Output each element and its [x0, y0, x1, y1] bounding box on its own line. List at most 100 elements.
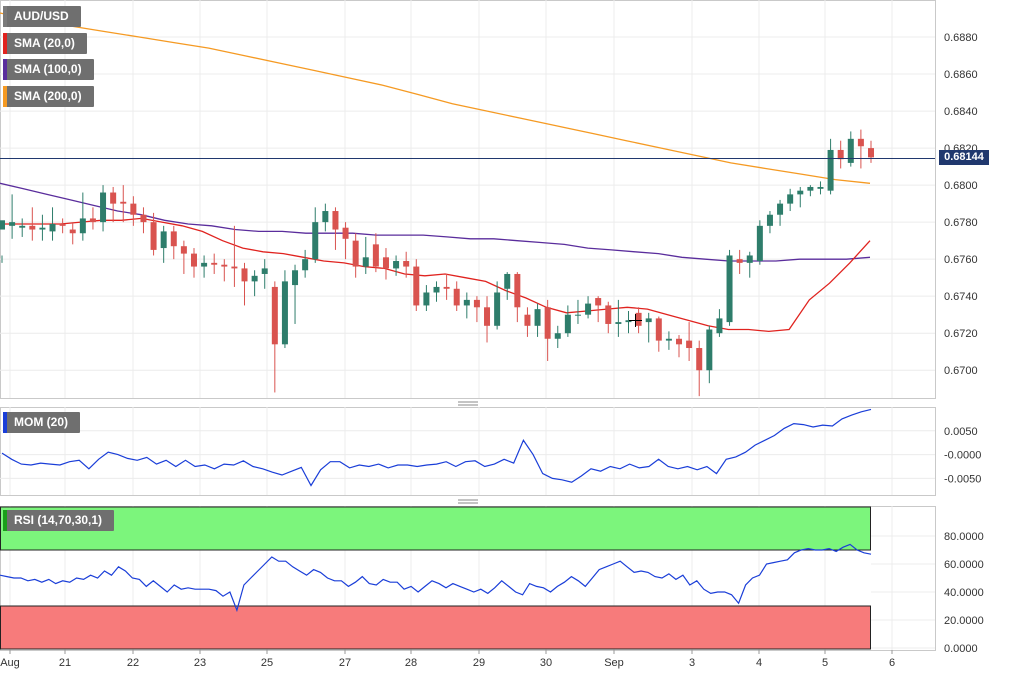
- legend-rsi[interactable]: RSI (14,70,30,1): [3, 510, 115, 531]
- candle-bullish: [9, 222, 16, 226]
- candle-bearish: [110, 192, 117, 204]
- candle-bullish: [504, 273, 511, 289]
- candle-bearish: [352, 240, 359, 267]
- candle-bearish: [140, 214, 147, 223]
- x-tick-label: 6: [889, 657, 895, 669]
- candle-bearish: [120, 201, 127, 204]
- candle-bearish: [190, 253, 197, 267]
- panel-frame: [0, 407, 936, 496]
- candle-bullish: [19, 225, 26, 228]
- price-tick-label: 0.6780: [944, 217, 978, 229]
- legend-momentum[interactable]: MOM (20): [3, 412, 80, 433]
- candle-bearish: [180, 246, 187, 254]
- candle-bullish: [585, 303, 592, 315]
- candle-bearish: [130, 203, 137, 215]
- candle-bearish: [857, 138, 864, 147]
- candle-bullish: [201, 262, 208, 267]
- candle-bullish: [827, 149, 834, 191]
- legend-color-swatch: [3, 412, 7, 433]
- candle-bearish: [868, 148, 874, 158]
- x-tick-label: 27: [339, 657, 351, 669]
- candle-bearish: [382, 257, 389, 269]
- candle-bullish: [787, 194, 794, 204]
- candle-bearish: [211, 262, 218, 265]
- candle-bullish: [463, 299, 470, 306]
- legend-sma200[interactable]: SMA (200,0): [3, 86, 94, 107]
- candle-bearish: [524, 314, 531, 326]
- momentum-tick-label: -0.0000: [944, 450, 981, 462]
- rsi-tick-label: 60.0000: [944, 559, 984, 571]
- candle-bearish: [736, 259, 743, 263]
- legend-label: AUD/USD: [14, 9, 69, 23]
- rsi-line: [0, 543, 872, 613]
- candle-bearish: [231, 266, 238, 269]
- candle-bearish: [676, 338, 683, 345]
- candle-bearish: [686, 340, 693, 349]
- legend-sma100[interactable]: SMA (100,0): [3, 59, 94, 80]
- candle-bullish: [534, 309, 541, 326]
- x-tick-label: 25: [261, 657, 273, 669]
- candle-bullish: [261, 268, 268, 274]
- rsi-tick-label: 40.0000: [944, 587, 984, 599]
- candle-bullish: [817, 186, 824, 189]
- candle-bullish: [847, 138, 854, 163]
- x-tick-label: 5: [822, 657, 828, 669]
- x-tick-label: Sep: [604, 657, 624, 669]
- candle-bearish: [595, 298, 602, 306]
- panel-frame: [0, 0, 936, 399]
- candle-bullish: [665, 338, 672, 341]
- candle-bearish: [453, 288, 460, 306]
- candle-bullish: [362, 257, 369, 267]
- candle-bullish: [292, 270, 299, 286]
- rsi-tick-label: 80.0000: [944, 531, 984, 543]
- price-tick-label: 0.6800: [944, 180, 978, 192]
- momentum-line: [1, 408, 872, 487]
- sma200-line: [0, 12, 871, 184]
- rsi-overbought-zone: [0, 506, 871, 551]
- legend-pair[interactable]: AUD/USD: [3, 6, 81, 27]
- candle-bullish: [777, 203, 784, 215]
- candle-bullish: [756, 225, 763, 262]
- x-tick-label: 4: [756, 657, 762, 669]
- candle-bearish: [241, 268, 248, 282]
- candle-bullish: [423, 292, 430, 306]
- legend-color-swatch: [3, 510, 7, 531]
- candle-bearish: [413, 266, 420, 306]
- price-tick-label: 0.6700: [944, 365, 978, 377]
- price-tick-label: 0.6760: [944, 254, 978, 266]
- candle-bearish: [635, 312, 642, 326]
- candle-bearish: [514, 273, 521, 308]
- candle-bullish: [766, 214, 773, 226]
- candle-bearish: [544, 307, 551, 339]
- candle-bullish: [39, 227, 46, 230]
- candle-bearish: [170, 231, 177, 247]
- x-tick-label: 29: [473, 657, 485, 669]
- legend-color-swatch: [3, 33, 7, 54]
- x-tick-label: 21: [59, 657, 71, 669]
- legend-sma20[interactable]: SMA (20,0): [3, 33, 87, 54]
- candle-bullish: [281, 281, 288, 345]
- candle-bullish: [645, 318, 652, 323]
- legend-label: RSI (14,70,30,1): [14, 513, 103, 527]
- candle-bearish: [484, 307, 491, 326]
- price-tick-label: 0.6740: [944, 291, 978, 303]
- momentum-tick-label: 0.0050: [944, 426, 978, 438]
- candle-bullish: [79, 218, 86, 234]
- candle-bullish: [807, 186, 814, 191]
- candle-bearish: [443, 286, 450, 289]
- candle-bullish: [0, 220, 5, 230]
- candle-bullish: [322, 211, 329, 223]
- candle-bullish: [49, 223, 56, 232]
- candle-bullish: [433, 286, 440, 293]
- rsi-tick-label: 0.0000: [944, 643, 978, 655]
- x-tick-label: 3: [689, 657, 695, 669]
- candle-bearish: [29, 225, 36, 230]
- candle-bullish: [312, 222, 319, 260]
- legend-color-swatch: [3, 86, 7, 107]
- x-tick-label: 23: [194, 657, 206, 669]
- candle-bearish: [342, 227, 349, 239]
- x-tick-label: Aug: [0, 657, 20, 669]
- candle-bullish: [251, 275, 258, 282]
- candle-bearish: [69, 229, 76, 234]
